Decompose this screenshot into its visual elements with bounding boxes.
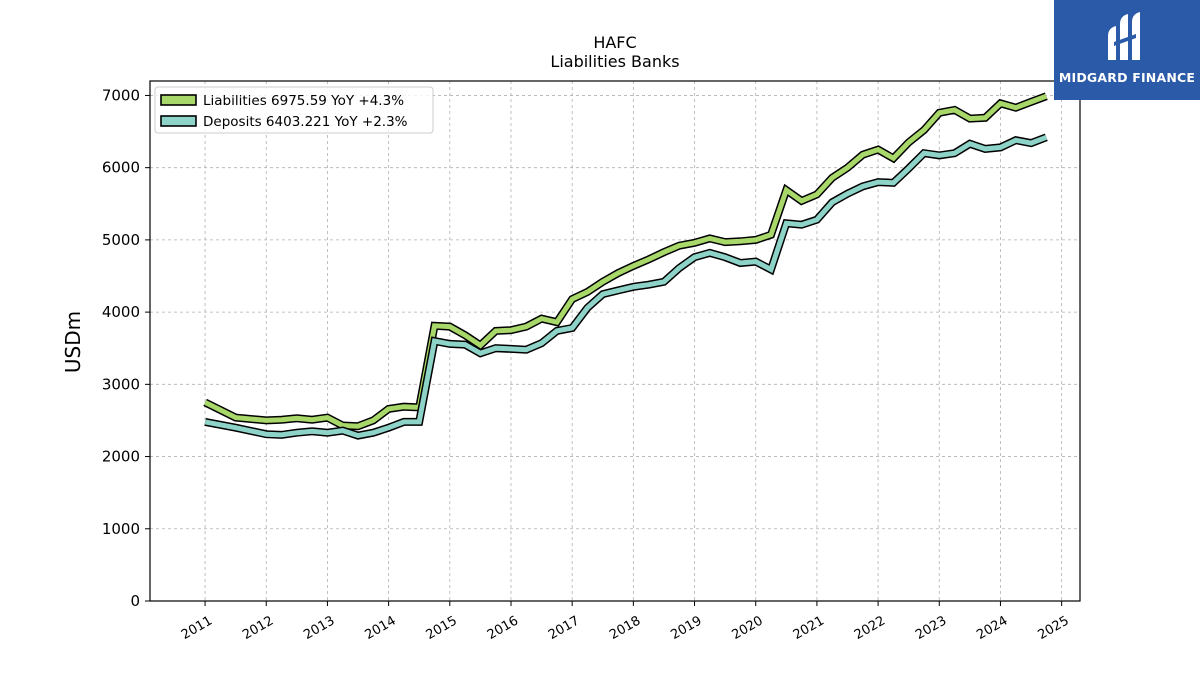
x-tick-label: 2024: [974, 613, 1010, 643]
x-tick-label: 2018: [607, 613, 643, 643]
x-tick-label: 2015: [424, 613, 460, 643]
x-tick-label: 2012: [240, 613, 276, 643]
y-tick-label: 5000: [102, 231, 140, 249]
x-tick-label: 2013: [301, 613, 337, 643]
y-tick-label: 1000: [102, 520, 140, 538]
x-tick-label: 2021: [791, 613, 827, 643]
chart-subtitle: Liabilities Banks: [550, 52, 679, 71]
y-tick-label: 7000: [102, 86, 140, 104]
x-tick-label: 2020: [730, 613, 766, 643]
series-layer: [203, 92, 1048, 440]
y-tick-label: 6000: [102, 159, 140, 177]
ticks: 0 1000 2000 3000 4000 5000 6000 7000 2011 2012 201…: [102, 86, 1072, 643]
legend-box: [154, 86, 434, 134]
y-tick-label: 2000: [102, 448, 140, 466]
series-line-deposits: [204, 134, 1048, 439]
logo-wordmark: MIDGARD FINANCE: [1058, 70, 1196, 85]
y-tick-label: 0: [130, 592, 140, 610]
y-tick-label: 3000: [102, 375, 140, 393]
logo-mark-icon: [1108, 12, 1140, 60]
brand-logo: MIDGARD FINANCE: [1054, 0, 1200, 100]
x-tick-label: 2023: [913, 613, 949, 643]
x-tick-label: 2016: [485, 613, 521, 643]
x-tick-label: 2025: [1035, 613, 1071, 643]
series-line-liabilities: [203, 93, 1048, 429]
x-tick-label: 2014: [362, 613, 398, 643]
legend-swatch: [160, 94, 197, 106]
x-tick-label: 2019: [668, 613, 704, 643]
legend-swatch: [160, 115, 197, 127]
legend: Liabilities 6975.59 YoY +4.3% Deposits 64…: [154, 86, 434, 134]
plot-frame: [149, 80, 1081, 602]
y-axis-label: USDm: [61, 311, 85, 373]
legend-label: Liabilities 6975.59 YoY +4.3%: [203, 93, 404, 109]
x-tick-label: 2011: [179, 613, 215, 643]
x-tick-label: 2022: [852, 613, 888, 643]
legend-label: Deposits 6403.221 YoY +2.3%: [203, 114, 408, 130]
grid: [150, 81, 1080, 602]
series-line-outline: [203, 92, 1048, 431]
chart-title: HAFC: [593, 33, 636, 52]
y-tick-label: 4000: [102, 303, 140, 321]
x-tick-label: 2017: [546, 613, 582, 643]
